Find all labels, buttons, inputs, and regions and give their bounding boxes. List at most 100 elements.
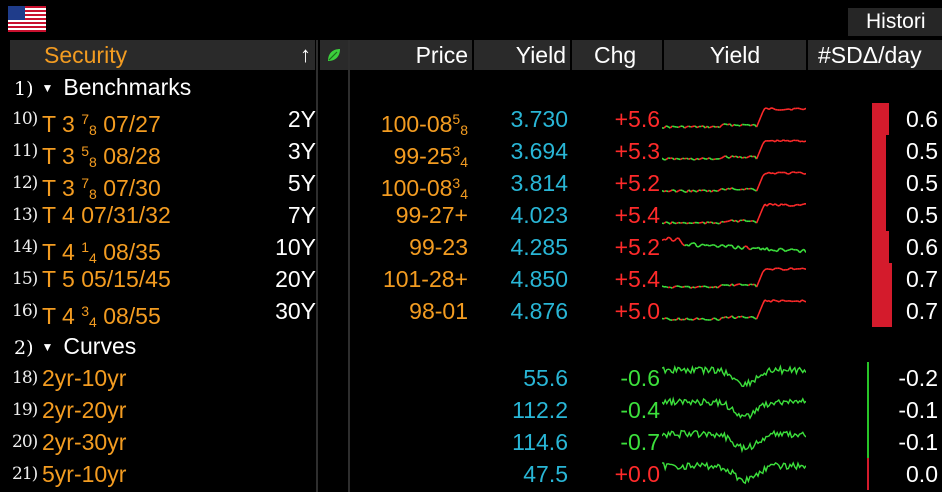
sort-arrow-icon[interactable]: ↑ xyxy=(300,42,311,67)
spread-sparkline[interactable] xyxy=(662,394,806,426)
sparkline-segment xyxy=(673,238,677,242)
group-header-curves[interactable]: 2) ▼ Curves xyxy=(14,330,136,362)
sparkline-segment xyxy=(733,219,737,223)
security-name[interactable]: T 4 34 08/55 xyxy=(42,295,161,330)
col-header-price[interactable]: Price xyxy=(350,40,472,70)
sparkline-segment xyxy=(706,221,710,224)
table-row[interactable]: 10) T 3 78 07/27 2Y 100-0858 3.730 +5.6 0.6 xyxy=(0,103,942,138)
sparkline-segment xyxy=(799,171,803,174)
price-fraction-denominator: 8 xyxy=(460,122,468,138)
spread-sparkline[interactable] xyxy=(662,426,806,458)
price-value: 99-23 xyxy=(350,231,468,263)
sparkline-segment xyxy=(729,123,733,127)
sparkline-segment xyxy=(760,207,764,214)
sparkline-segment xyxy=(727,187,731,190)
sparkline-segment xyxy=(708,126,712,129)
col-header-security[interactable]: Security xyxy=(10,40,315,70)
row-number[interactable]: 16) xyxy=(12,301,38,321)
row-number[interactable]: 21) xyxy=(12,464,38,484)
collapse-triangle-icon[interactable]: ▼ xyxy=(41,340,54,354)
sparkline-segment xyxy=(680,318,683,321)
row-number[interactable]: 18) xyxy=(12,368,38,388)
sparkline-segment xyxy=(662,285,665,288)
sparkline-segment xyxy=(682,189,686,193)
col-header-yield[interactable]: Yield xyxy=(474,40,570,70)
table-row[interactable]: 12) T 3 78 07/30 5Y 100-0834 3.814 +5.2 0.5 xyxy=(0,167,942,202)
sparkline-segment xyxy=(757,148,762,155)
col-header-chg[interactable]: Chg xyxy=(572,40,662,70)
sparkline-segment xyxy=(713,125,716,128)
price-fraction-numerator: 5 xyxy=(452,111,461,127)
curve-name[interactable]: 2yr-10yr xyxy=(42,365,127,391)
table-row[interactable]: 20) 2yr-30yr 114.6 -0.7 -0.1 xyxy=(0,426,942,458)
sparkline-segment xyxy=(698,244,702,248)
change-value: +5.6 xyxy=(614,106,660,132)
yield-sparkline[interactable] xyxy=(662,199,806,231)
sparkline-segment xyxy=(678,125,681,129)
table-row[interactable]: 21) 5yr-10yr 47.5 +0.0 0.0 xyxy=(0,458,942,490)
security-name[interactable]: T 3 58 08/28 xyxy=(42,135,161,170)
sparkline-segment xyxy=(719,187,723,191)
col-header-sd-per-day[interactable]: #SDΔ/day xyxy=(808,40,942,70)
security-name[interactable]: T 3 78 07/30 xyxy=(42,167,161,202)
us-flag-icon[interactable] xyxy=(8,6,46,32)
row-number[interactable]: 14) xyxy=(12,237,38,257)
sparkline-segment xyxy=(708,189,712,193)
sparkline-segment xyxy=(760,303,764,310)
sparkline-segment xyxy=(702,157,706,160)
row-number[interactable]: 11) xyxy=(12,141,38,161)
spread-sparkline[interactable] xyxy=(662,458,806,490)
spread-sparkline[interactable] xyxy=(662,362,806,394)
collapse-triangle-icon[interactable]: ▼ xyxy=(41,81,54,95)
sd-bar xyxy=(872,263,892,295)
sparkline-segment xyxy=(665,125,669,128)
security-name[interactable]: T 5 05/15/45 xyxy=(42,263,171,295)
row-number[interactable]: 12) xyxy=(12,173,38,193)
sd-value: 0.0 xyxy=(906,461,938,487)
table-row[interactable]: 19) 2yr-20yr 112.2 -0.4 -0.1 xyxy=(0,394,942,426)
table-row[interactable]: 18) 2yr-10yr 55.6 -0.6 -0.2 xyxy=(0,362,942,394)
group-label: Benchmarks xyxy=(63,74,192,100)
row-number[interactable]: 13) xyxy=(12,205,38,225)
sparkline-segment xyxy=(676,221,679,225)
yield-sparkline[interactable] xyxy=(662,231,806,263)
yield-sparkline[interactable] xyxy=(662,263,806,295)
yield-sparkline[interactable] xyxy=(662,135,806,167)
sparkline-segment xyxy=(729,155,733,159)
sparkline-segment xyxy=(754,317,757,320)
table-row[interactable]: 13) T 4 07/31/32 7Y 99-27+ 4.023 +5.4 0.5 xyxy=(0,199,942,231)
yield-sparkline[interactable] xyxy=(662,103,806,135)
history-tab[interactable]: Histori xyxy=(848,8,942,36)
group-header-benchmarks[interactable]: 1) ▼ Benchmarks xyxy=(14,71,191,103)
sparkline-segment xyxy=(739,315,743,318)
curve-name[interactable]: 2yr-20yr xyxy=(42,397,127,423)
row-number[interactable]: 15) xyxy=(12,269,38,289)
sparkline-segment xyxy=(764,268,768,271)
sparkline-segment xyxy=(725,123,729,126)
sparkline-segment xyxy=(688,243,692,247)
sparkline-segment xyxy=(755,217,760,224)
row-number[interactable]: 19) xyxy=(12,400,38,420)
row-number[interactable]: 10) xyxy=(12,109,38,129)
sparkline-segment xyxy=(739,247,743,250)
sparkline-segment xyxy=(799,299,803,303)
security-name[interactable]: T 4 14 08/35 xyxy=(42,231,161,266)
sparkline-segment xyxy=(721,243,725,247)
yield-sparkline[interactable] xyxy=(662,167,806,199)
table-row[interactable]: 11) T 3 58 08/28 3Y 99-2534 3.694 +5.3 0.5 xyxy=(0,135,942,170)
col-header-yield-chart[interactable]: Yield xyxy=(664,40,806,70)
curve-name[interactable]: 5yr-10yr xyxy=(42,461,127,487)
security-name[interactable]: T 3 78 07/27 xyxy=(42,103,161,138)
sparkline-segment xyxy=(803,300,806,303)
table-row[interactable]: 14) T 4 14 08/35 10Y 99-23 4.285 +5.2 0.6 xyxy=(0,231,942,266)
row-number[interactable]: 20) xyxy=(12,432,38,452)
sparkline-segment xyxy=(774,139,778,143)
table-row[interactable]: 16) T 4 34 08/55 30Y 98-01 4.876 +5.0 0.7 xyxy=(0,295,942,330)
sparkline-segment xyxy=(746,284,749,287)
table-row[interactable]: 15) T 5 05/15/45 20Y 101-28+ 4.850 +5.4 0.7 xyxy=(0,263,942,295)
leaf-icon[interactable] xyxy=(320,40,348,70)
curve-name[interactable]: 2yr-30yr xyxy=(42,429,127,455)
column-divider xyxy=(316,40,318,492)
security-name[interactable]: T 4 07/31/32 xyxy=(42,199,171,231)
yield-sparkline[interactable] xyxy=(662,295,806,327)
